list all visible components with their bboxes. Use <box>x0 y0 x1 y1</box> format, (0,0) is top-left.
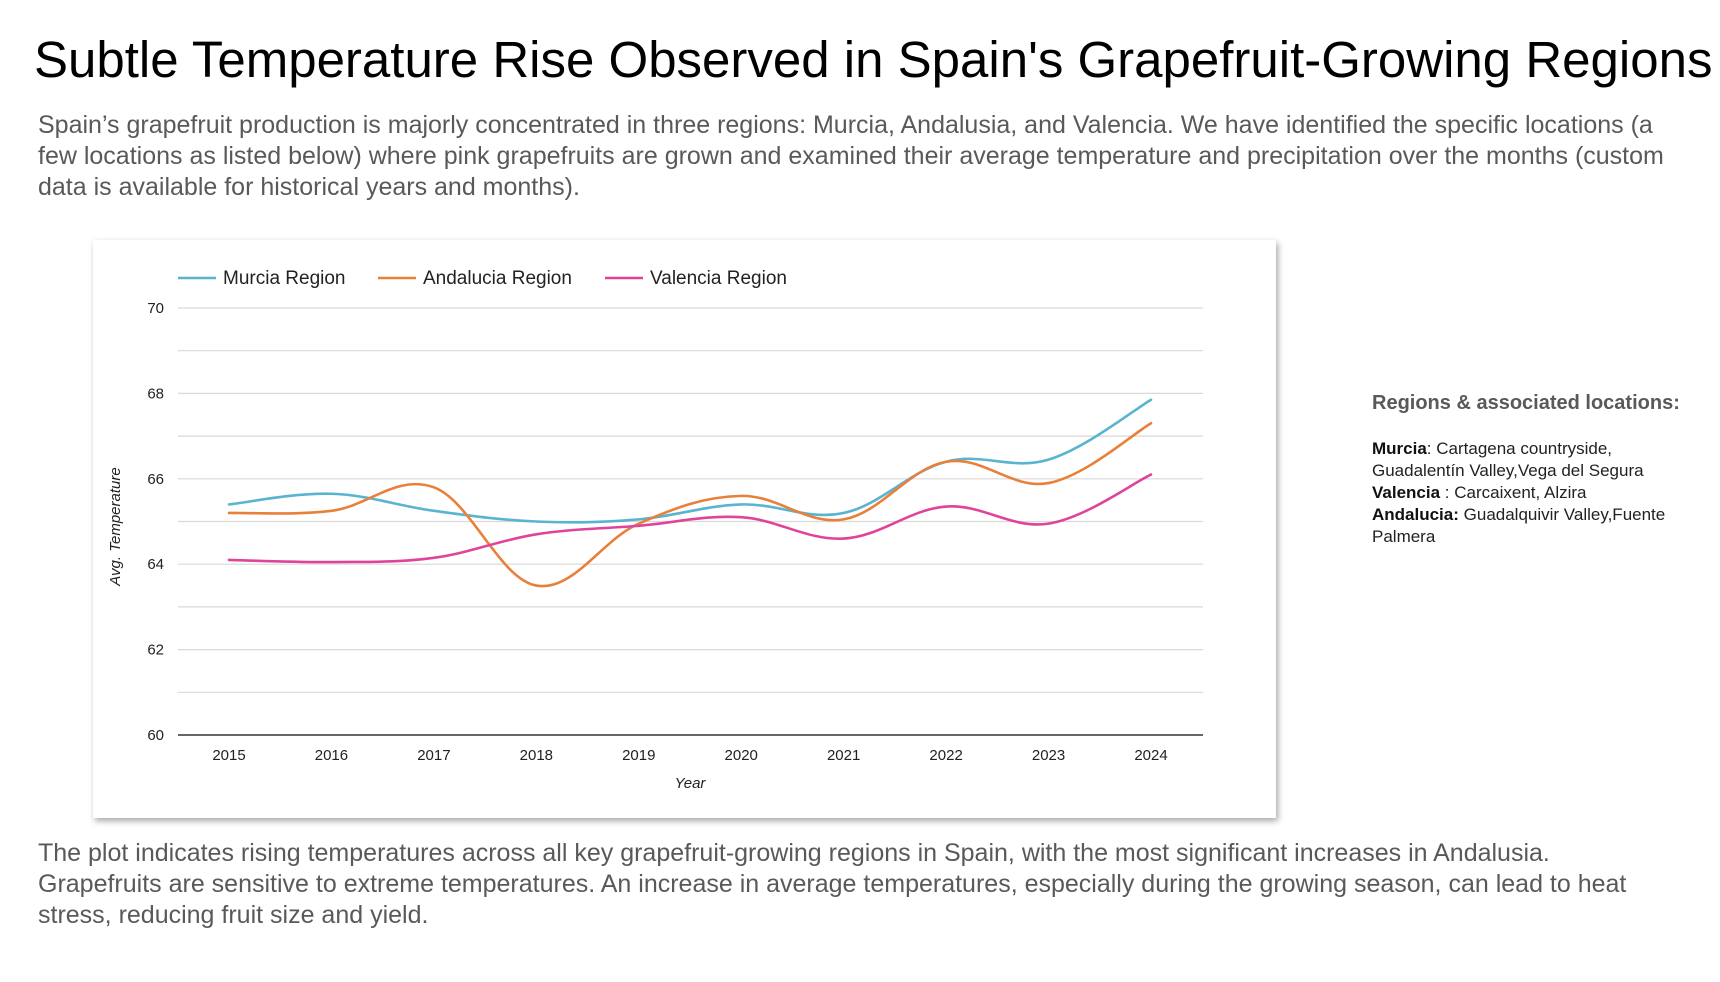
y-tick-label: 60 <box>147 727 164 744</box>
chart-card: 60 62 64 66 68 70 2015 2016 2017 2018 2019 2020 202… <box>93 240 1276 818</box>
legend-label: Andalucia Region <box>423 268 572 289</box>
x-tick-label: 2021 <box>827 747 860 764</box>
legend-label: Valencia Region <box>650 268 787 289</box>
y-tick-label: 68 <box>147 385 164 402</box>
y-tick-label: 70 <box>147 300 164 317</box>
y-tick-label: 64 <box>147 556 164 573</box>
gridlines <box>178 307 1203 736</box>
y-tick-labels: 60 62 64 66 68 70 <box>147 300 164 744</box>
y-axis-title: Avg. Temperature <box>107 467 124 586</box>
legend-label: Murcia Region <box>223 268 346 289</box>
intro-paragraph: Spain’s grapefruit production is majorly… <box>38 111 1664 201</box>
region-separator: : <box>1440 483 1455 502</box>
region-entry-valencia: Valencia : Carcaixent, Alzira <box>1372 482 1702 504</box>
region-locations: Guadalquivir Valley,Fuente Palmera <box>1372 505 1666 546</box>
x-tick-label: 2015 <box>212 747 245 764</box>
region-name: Valencia <box>1372 483 1441 502</box>
x-axis-title: Year <box>675 775 707 792</box>
x-tick-label: 2019 <box>622 747 655 764</box>
region-locations: Cartagena countryside, Guadalentín Valle… <box>1372 439 1644 480</box>
series-line-andalucia-region <box>227 421 1153 588</box>
x-tick-labels: 2015 2016 2017 2018 2019 2020 2021 2022 2023 2024 <box>212 747 1167 764</box>
y-tick-label: 66 <box>147 471 164 488</box>
region-name: Murcia <box>1372 439 1427 458</box>
regions-panel: Regions & associated locations: Murcia: … <box>1372 390 1702 548</box>
temperature-line-chart: 60 62 64 66 68 70 2015 2016 2017 2018 2019 2020 202… <box>107 268 1203 792</box>
page-title: Subtle Temperature Rise Observed in Spai… <box>34 31 1713 88</box>
series-lines <box>227 398 1153 588</box>
series-line-murcia-region <box>227 398 1153 524</box>
x-tick-label: 2024 <box>1134 747 1167 764</box>
region-locations: Carcaixent, Alzira <box>1454 483 1587 502</box>
series-line-valencia-region <box>227 473 1153 564</box>
legend: Murcia Region Andalucia Region Valencia Re… <box>178 268 787 289</box>
regions-panel-heading: Regions & associated locations: <box>1372 392 1680 414</box>
region-name: Andalucia: <box>1372 505 1459 524</box>
region-separator: : <box>1426 439 1437 458</box>
x-tick-label: 2018 <box>520 747 553 764</box>
x-tick-label: 2017 <box>417 747 450 764</box>
x-tick-label: 2023 <box>1032 747 1065 764</box>
conclusion-paragraph: The plot indicates rising temperatures a… <box>38 839 1627 929</box>
x-tick-label: 2020 <box>725 747 758 764</box>
x-tick-label: 2022 <box>929 747 962 764</box>
x-tick-label: 2016 <box>315 747 348 764</box>
region-entry-andalucia: Andalucia: Guadalquivir Valley,Fuente Pa… <box>1372 504 1702 548</box>
y-tick-label: 62 <box>147 642 164 659</box>
region-entry-murcia: Murcia: Cartagena countryside, Guadalent… <box>1372 438 1702 482</box>
